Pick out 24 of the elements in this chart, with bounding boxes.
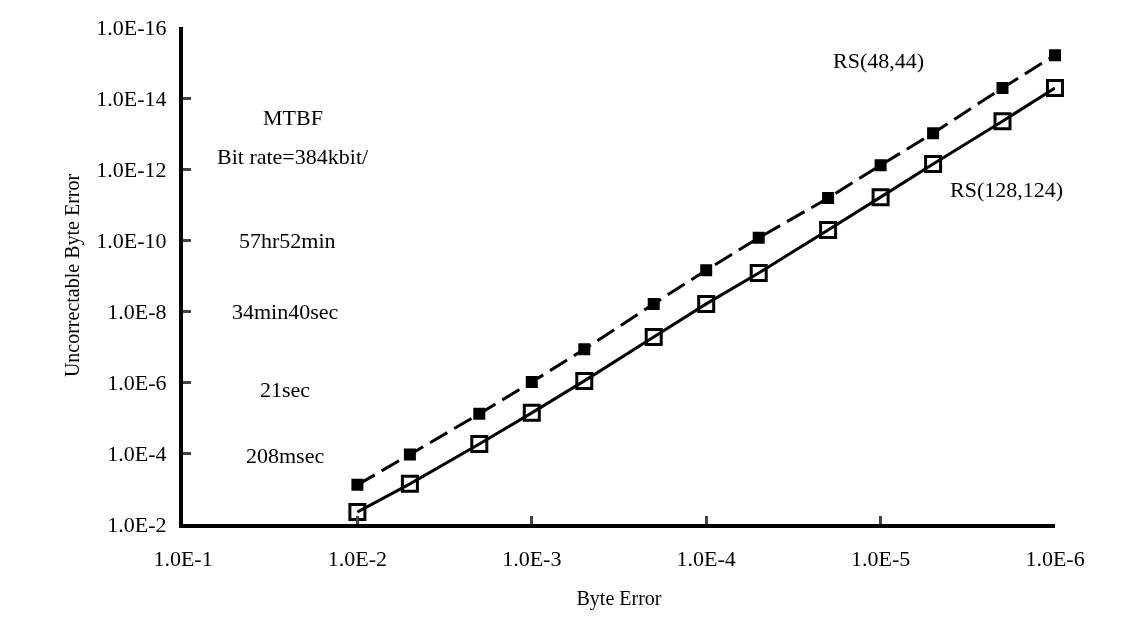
y-tick-label: 1.0E-14: [96, 85, 167, 111]
y-axis-title: Uncorrectable Byte Error: [61, 173, 85, 378]
y-tick-label: 1.0E-4: [107, 440, 167, 466]
annotation: 208msec: [246, 443, 325, 468]
annotation: Bit rate=384kbit/: [217, 144, 369, 169]
x-tick-label: 1.0E-5: [850, 546, 911, 572]
y-tick-label: 1.0E-8: [107, 298, 167, 324]
x-axis-title: Byte Error: [576, 587, 662, 611]
x-tick-label: 1.0E-2: [327, 546, 388, 572]
annotation: 21sec: [260, 377, 311, 402]
x-tick-label: 1.0E-1: [153, 546, 213, 572]
x-tick-label: 1.0E-4: [676, 546, 736, 572]
y-tick-label: 1.0E-16: [96, 14, 167, 40]
annotation: MTBF: [263, 105, 323, 130]
annotation: 57hr52min: [239, 228, 336, 253]
x-tick-label: 1.0E-3: [502, 546, 562, 572]
y-tick-label: 1.0E-2: [107, 511, 167, 537]
y-tick-label: 1.0E-12: [96, 156, 167, 182]
text: RS(48,44): [833, 48, 925, 73]
x-tick-label: 1.0E-6: [1025, 546, 1085, 572]
y-tick-label: 1.0E-6: [107, 369, 167, 395]
annotation: 34min40sec: [232, 299, 339, 324]
series-label: RS(128,124): [950, 177, 1064, 202]
y-tick-label: 1.0E-10: [96, 227, 167, 253]
